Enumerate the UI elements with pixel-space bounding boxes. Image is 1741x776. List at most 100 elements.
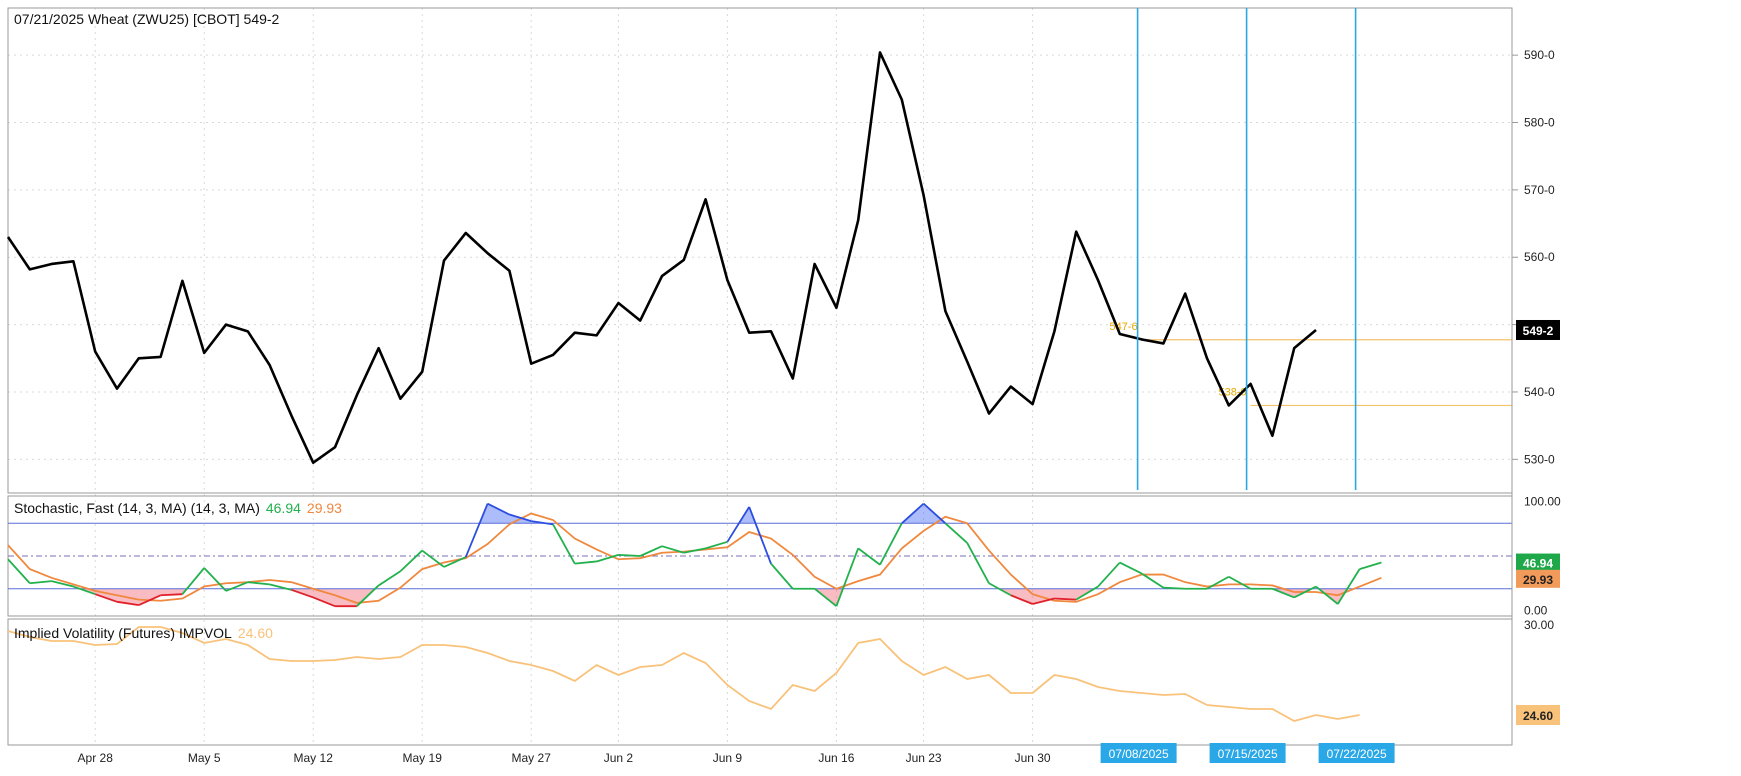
price-last-value-text: 549-2 bbox=[1523, 324, 1554, 338]
x-tick-label: May 19 bbox=[403, 751, 443, 765]
x-tick-label: May 5 bbox=[188, 751, 221, 765]
stochastic-k-segment bbox=[922, 502, 947, 524]
stochastic-k-badge bbox=[1516, 553, 1560, 572]
stochastic-k-segment bbox=[378, 570, 401, 587]
stochastic-k-segment bbox=[966, 542, 990, 584]
stochastic-k-segment bbox=[487, 502, 510, 516]
date-marker-badge bbox=[1100, 743, 1177, 763]
stochastic-k-segment bbox=[312, 596, 336, 608]
price-y-tick-label: 570-0 bbox=[1524, 183, 1555, 197]
stochastic-k-segment bbox=[1228, 575, 1252, 590]
stochastic-oversold-fill bbox=[998, 588, 1095, 604]
stochastic-overbought-fill bbox=[738, 506, 756, 524]
stochastic-k-segment bbox=[574, 560, 597, 565]
stochastic-k-segment bbox=[835, 548, 860, 607]
stochastic-title-text: Stochastic, Fast (14, 3, MA) (14, 3, MA) bbox=[14, 500, 260, 516]
x-tick-label: Jun 16 bbox=[818, 751, 854, 765]
stochastic-k-segment bbox=[748, 506, 772, 564]
stochastic-k-segment bbox=[1032, 597, 1055, 605]
date-marker-badge bbox=[1209, 743, 1286, 763]
axis-layer: Apr 28 May 5 May 12 May 19 May 27 Jun 2 Jun 9 J… bbox=[78, 8, 1561, 765]
ivol-title-text: Implied Volatility (Futures) IMPVOL bbox=[14, 625, 232, 641]
date-marker-label: 07/08/2025 bbox=[1109, 747, 1169, 761]
stochastic-k-segment bbox=[1337, 568, 1361, 605]
stochastic-k-segment bbox=[247, 581, 270, 586]
stochastic-k-segment bbox=[683, 547, 706, 554]
stochastic-k-segment bbox=[901, 502, 925, 524]
stochastic-k-segment bbox=[1293, 585, 1317, 599]
stochastic-k-segment bbox=[661, 545, 685, 554]
ivol-panel-frame bbox=[7, 618, 1513, 746]
price-line[interactable] bbox=[6, 51, 1317, 464]
x-tick-label: Jun 30 bbox=[1015, 751, 1051, 765]
implied-volatility-panel[interactable] bbox=[7, 626, 1360, 722]
x-tick-label: May 27 bbox=[512, 751, 552, 765]
stochastic-k-segment bbox=[1075, 585, 1099, 601]
stochastic-d-badge bbox=[1516, 569, 1560, 588]
stochastic-k-segment bbox=[1010, 594, 1033, 605]
stochastic-k-segment bbox=[770, 563, 794, 590]
x-tick-label: May 12 bbox=[294, 751, 334, 765]
stochastic-k-segment bbox=[552, 523, 576, 565]
stochastic-k-segment bbox=[464, 503, 489, 558]
ivol-title-value: 24.60 bbox=[238, 625, 273, 641]
x-tick-label: Jun 2 bbox=[604, 751, 634, 765]
stochastic-d-line[interactable] bbox=[7, 512, 1382, 604]
date-marker-label: 07/15/2025 bbox=[1218, 747, 1278, 761]
stochastic-k-value: 46.94 bbox=[266, 500, 301, 516]
stochastic-k-segment bbox=[116, 600, 139, 606]
stochastic-k-segment bbox=[138, 594, 161, 606]
stochastic-k-segment bbox=[879, 522, 903, 566]
x-tick-label: Jun 9 bbox=[713, 751, 743, 765]
stochastic-overbought-fill bbox=[479, 503, 546, 524]
price-panel-frame bbox=[7, 7, 1513, 494]
stochastic-k-segment bbox=[531, 520, 554, 526]
stochastic-k-segment bbox=[269, 583, 292, 591]
implied-volatility-line[interactable] bbox=[7, 626, 1360, 722]
implied-volatility-panel-title: Implied Volatility (Futures) IMPVOL 24.60 bbox=[14, 625, 273, 641]
stochastic-k-segment bbox=[29, 580, 52, 585]
stochastic-k-segment bbox=[988, 582, 1012, 597]
stochastic-k-segment bbox=[1206, 575, 1230, 590]
stochastic-k-segment bbox=[181, 567, 205, 595]
stochastic-k-segment bbox=[356, 584, 380, 607]
stochastic-k-segment bbox=[1119, 561, 1143, 575]
stochastic-k-segment bbox=[596, 554, 619, 563]
stochastic-k-segment bbox=[1359, 561, 1382, 570]
stochastic-oversold-fill bbox=[287, 588, 376, 607]
stochastic-y-tick-label: 0.00 bbox=[1524, 604, 1548, 618]
stochastic-k-segment bbox=[73, 585, 96, 596]
stochastic-d-value: 29.93 bbox=[307, 500, 342, 516]
price-last-value-badge bbox=[1516, 319, 1560, 340]
price-y-tick-label: 540-0 bbox=[1524, 385, 1555, 399]
x-tick-label: Jun 23 bbox=[906, 751, 942, 765]
stochastic-k-segment bbox=[1163, 586, 1186, 590]
stochastic-k-segment bbox=[726, 506, 750, 543]
stochastic-k-segment bbox=[399, 549, 423, 572]
price-y-tick-label: 530-0 bbox=[1524, 452, 1555, 466]
stochastic-k-segment bbox=[51, 580, 74, 588]
stochastic-k-segment bbox=[1315, 585, 1339, 605]
stochastic-k-segment bbox=[1141, 572, 1164, 589]
stochastic-k-segment bbox=[944, 522, 968, 544]
stochastic-k-badge-text: 46.94 bbox=[1523, 557, 1553, 571]
stochastic-panel-title: Stochastic, Fast (14, 3, MA) (14, 3, MA)… bbox=[14, 500, 342, 516]
stochastic-y-tick-label: 100.00 bbox=[1524, 494, 1561, 508]
stochastic-k-segment bbox=[203, 567, 227, 592]
stochastic-k-segment bbox=[639, 545, 663, 557]
price-y-tick-label: 560-0 bbox=[1524, 250, 1555, 264]
ivol-value-badge-text: 24.60 bbox=[1523, 709, 1553, 723]
stochastic-k-segment bbox=[225, 581, 249, 592]
stochastic-k-segment bbox=[421, 549, 445, 568]
stochastic-k-segment bbox=[443, 556, 467, 568]
stochastic-k-segment bbox=[291, 588, 314, 599]
date-marker-label: 07/22/2025 bbox=[1327, 747, 1387, 761]
stochastic-k-segment bbox=[618, 554, 641, 557]
stochastic-oversold-fill bbox=[1272, 588, 1312, 598]
stochastic-panel[interactable] bbox=[7, 502, 1512, 608]
x-tick-label: Apr 28 bbox=[78, 751, 114, 765]
stochastic-k-segment bbox=[509, 513, 532, 522]
date-marker-badge bbox=[1318, 743, 1395, 763]
